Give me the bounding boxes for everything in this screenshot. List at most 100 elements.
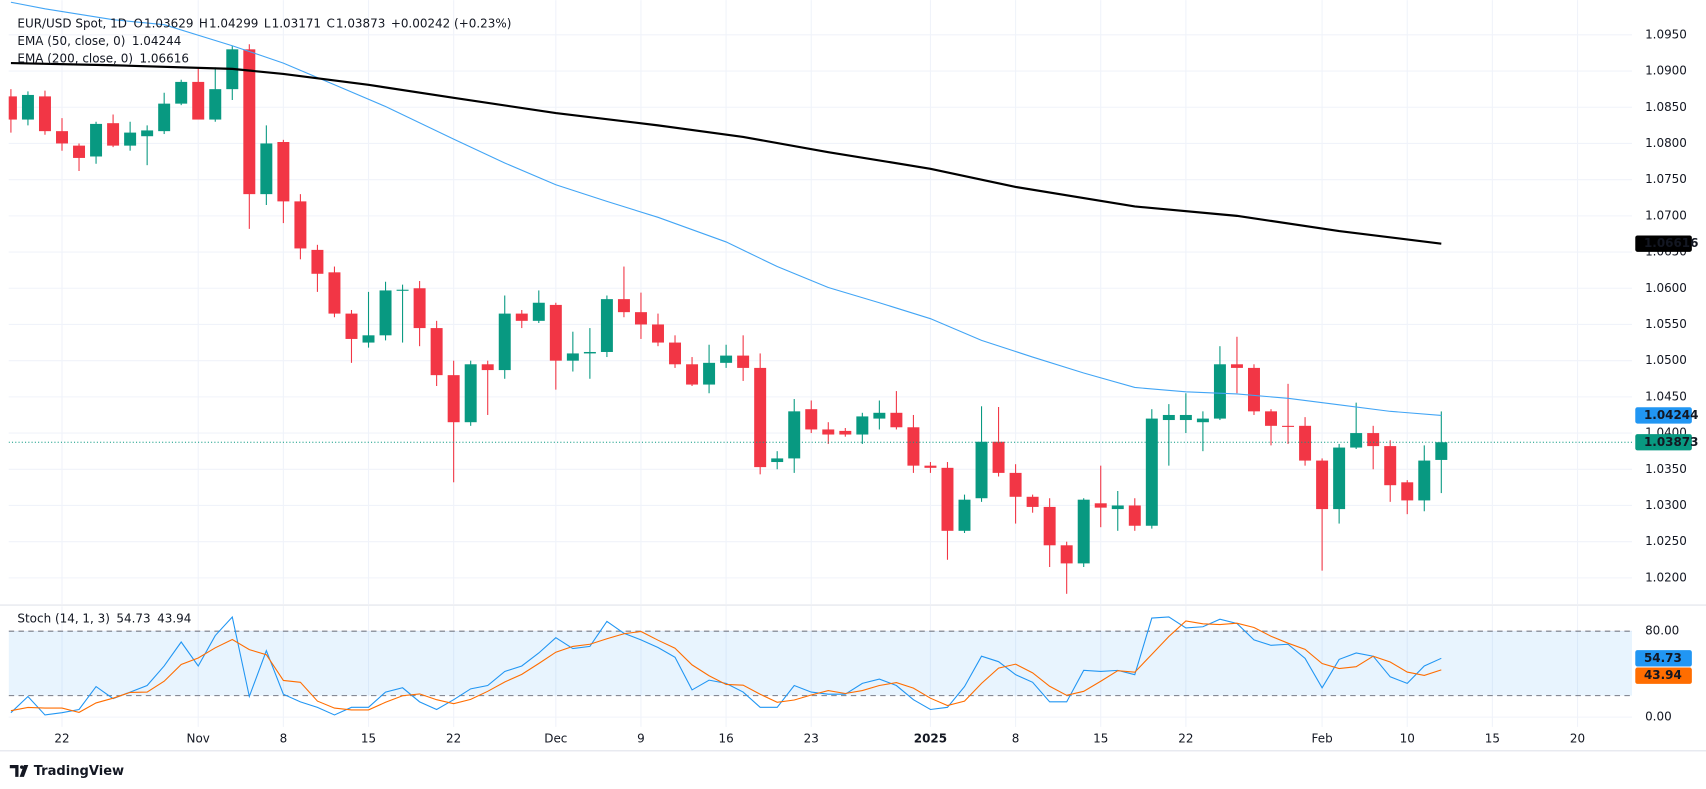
price-badge-label: 1.04244 [1644,408,1698,422]
x-tick-label: 15 [1093,731,1108,745]
y-tick-label: 80.00 [1645,624,1679,638]
logo-mark [9,764,29,777]
candle-body [532,302,545,321]
candle-body [481,364,494,371]
grid-layer [8,0,1633,727]
candle-body [90,123,103,157]
candle-body [805,409,818,430]
ohlc-label: C [326,17,334,31]
candle-body [515,313,528,321]
candle-body [464,364,477,423]
candle-body [1401,482,1414,501]
candle-body [669,342,682,365]
candle-body [1282,425,1295,427]
candle-body [737,355,750,368]
candle-body [1316,460,1329,510]
stoch-line [10,620,1442,713]
candle-body [549,304,562,361]
candle-body [1145,418,1158,526]
x-tick-label: 15 [361,731,376,745]
candle-body [1077,499,1090,564]
candle-body [924,465,937,468]
candle-body [243,49,256,195]
candle-body [1265,411,1277,426]
candle-body [703,362,716,385]
candle-body [124,132,137,146]
candle-body [107,123,120,146]
candle-body [396,289,409,291]
brand-name: TradingView [34,764,124,779]
candle-body [652,324,664,343]
x-tick-label: 15 [1485,731,1500,745]
candle-body [413,288,426,329]
symbol-title: EUR/USD Spot, 1D [17,17,127,31]
stoch-line [10,615,1442,716]
price-badge [1635,650,1692,667]
candle-body [1384,446,1397,486]
stoch-band [8,631,1633,696]
y-tick-label: 0.00 [1645,710,1672,724]
indicator-name: Stoch (14, 1, 3) [17,612,109,626]
x-tick-label: 9 [637,731,645,745]
candle-body [839,430,852,435]
candle-body [1333,447,1346,510]
y-tick-label: 1.0450 [1645,389,1687,403]
ema-line [10,62,1442,245]
indicator-name: EMA (200, close, 0) [17,51,133,65]
candle-body [788,411,801,459]
indicator-value: 1.06616 [140,51,189,65]
candle-body [1009,472,1022,497]
price-badge [1635,434,1692,451]
candle-body [1248,367,1260,412]
candle-body [1435,442,1448,460]
candle-body [1213,364,1226,419]
price-badge [1635,235,1692,252]
candle-body [856,416,869,435]
candle-body [1043,506,1056,546]
y-tick-label: 1.0800 [1645,136,1687,150]
candle-body [260,143,273,195]
candle-body [141,130,154,137]
x-tick-label: 8 [1012,731,1020,745]
x-tick-label: 22 [54,731,69,745]
candle-body [1094,503,1107,508]
ohlc-label: H [199,17,208,31]
candle-body [600,299,613,352]
y-tick-label: 1.0200 [1645,570,1687,584]
candle-body [566,353,579,361]
y-tick-label: 1.0550 [1645,317,1687,331]
candle-body [583,351,596,354]
candle-body [379,290,392,336]
ohlc-value: 1.03171 [272,17,321,31]
candle-body [209,89,222,120]
candle-body [617,299,630,313]
x-tick-label: 8 [280,731,288,745]
indicator-value: 43.94 [157,612,191,626]
candle-body [1418,460,1431,501]
y-tick-label: 1.0950 [1645,27,1687,41]
price-change: +0.00242 (+0.23%) [391,17,512,31]
candle-body [634,312,647,325]
candle-body [1162,414,1175,421]
candle-body [1060,545,1073,564]
y-tick-label: 1.0300 [1645,498,1687,512]
price-badge [1635,667,1692,684]
candle-body [958,499,971,531]
candle-body [1111,505,1124,510]
stoch-pane [8,615,1633,716]
candle-body [328,272,341,314]
candle-body [686,364,699,385]
y-tick-label: 1.0500 [1645,353,1687,367]
x-tick-label: Feb [1312,731,1333,745]
y-tick-label: 1.0250 [1645,534,1687,548]
candle-body [941,467,954,531]
x-tick-label: Nov [187,731,210,745]
brand-logo: TradingView [9,764,124,779]
price-badge-label: 1.03873 [1644,435,1698,449]
candle-body [21,94,34,120]
candle-body [1299,425,1312,461]
candle-body [56,131,68,144]
candle-body [1350,433,1363,448]
candle-body [294,201,307,249]
